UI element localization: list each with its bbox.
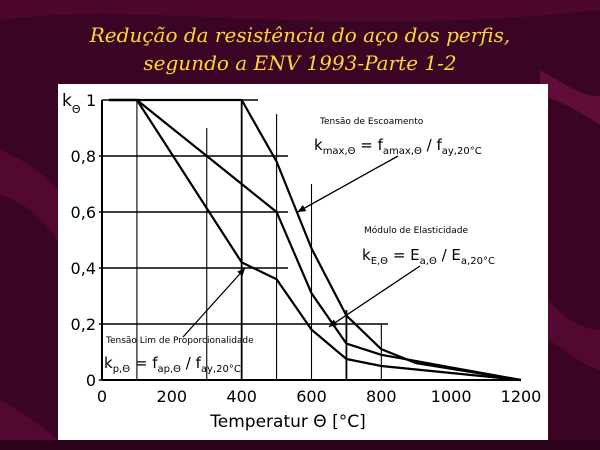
chart-figure: 0 0,2 0,4 0,6 0,8 1 0 200 400 600 800 1000 1200 Tem… xyxy=(58,84,548,440)
y-tick-label: 1 xyxy=(86,91,96,110)
annotation-arrows xyxy=(182,155,421,338)
kE-annotation-label: Módulo de Elasticidade xyxy=(364,225,468,236)
y-tick-label: 0,2 xyxy=(71,315,96,334)
kp-arrow xyxy=(182,267,246,338)
y-tick-label: 0,8 xyxy=(71,147,96,166)
y-axis-label: kΘ xyxy=(62,91,81,116)
kmax-formula: kmax,Θ = famax,Θ / fay,20°C xyxy=(314,136,482,157)
kE-formula: kE,Θ = Ea,Θ / Ea,20°C xyxy=(362,246,495,267)
kmax-arrow-head xyxy=(297,205,307,212)
y-tick-label: 0,4 xyxy=(71,259,96,278)
kp-annotation-label: Tensão Lim de Proporcionalidade xyxy=(105,336,254,346)
x-tick-label: 400 xyxy=(226,387,257,406)
x-axis-label: Temperatur Θ [°C] xyxy=(209,412,365,432)
x-tick-label: 200 xyxy=(157,387,188,406)
series-line-kmax xyxy=(109,98,522,382)
y-tick-label: 0,6 xyxy=(71,203,96,222)
x-tick-labels: 0 200 400 600 800 1000 1200 xyxy=(97,387,541,406)
chart-series xyxy=(109,98,522,382)
chart-axes xyxy=(101,100,521,381)
kmax-arrow xyxy=(297,155,399,213)
x-tick-label: 1000 xyxy=(431,387,472,406)
chart-grid xyxy=(102,99,388,380)
y-tick-labels: 0 0,2 0,4 0,6 0,8 1 xyxy=(71,91,102,390)
series-line-kE xyxy=(109,98,522,382)
slide-title-line-2: segundo a ENV 1993-Parte 1-2 xyxy=(143,51,457,75)
x-tick-label: 600 xyxy=(296,387,327,406)
x-tick-label: 800 xyxy=(366,387,397,406)
y-tick-label: 0 xyxy=(86,371,96,390)
slide-title-line-1: Redução da resistência do aço dos perfis… xyxy=(89,23,511,47)
steel-reduction-chart: 0 0,2 0,4 0,6 0,8 1 0 200 400 600 800 1000 1200 Tem… xyxy=(62,91,541,432)
kp-arrow-head xyxy=(237,268,246,277)
series-line-kp xyxy=(109,98,522,382)
kmax-annotation-label: Tensão de Escoamento xyxy=(319,117,424,127)
kE-arrow xyxy=(328,265,421,328)
x-tick-label: 0 xyxy=(97,387,107,406)
kE-arrow-head xyxy=(328,319,338,327)
kp-formula: kp,Θ = fap,Θ / fay,20°C xyxy=(104,354,241,375)
x-tick-label: 1200 xyxy=(501,387,542,406)
